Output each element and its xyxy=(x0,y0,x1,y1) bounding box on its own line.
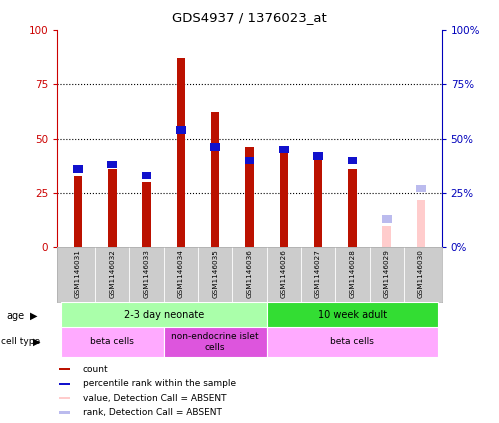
Bar xyxy=(177,58,185,247)
Bar xyxy=(142,182,151,247)
Bar xyxy=(313,152,323,160)
Text: rank, Detection Call = ABSENT: rank, Detection Call = ABSENT xyxy=(83,408,222,417)
Bar xyxy=(245,147,254,247)
Text: GDS4937 / 1376023_at: GDS4937 / 1376023_at xyxy=(172,11,327,24)
Bar xyxy=(107,161,117,168)
Text: GSM1146026: GSM1146026 xyxy=(281,249,287,298)
Bar xyxy=(73,165,83,173)
Bar xyxy=(74,176,82,247)
Bar xyxy=(382,226,391,247)
Text: cell type: cell type xyxy=(1,337,40,346)
Bar xyxy=(61,327,164,357)
Bar xyxy=(59,383,70,385)
Text: GSM1146030: GSM1146030 xyxy=(418,249,424,298)
Text: GSM1146033: GSM1146033 xyxy=(144,249,150,298)
Text: GSM1146031: GSM1146031 xyxy=(75,249,81,298)
Text: GSM1146027: GSM1146027 xyxy=(315,249,321,298)
Bar xyxy=(348,169,357,247)
Bar xyxy=(266,327,438,357)
Bar xyxy=(142,172,151,179)
Bar xyxy=(314,160,322,247)
Text: 2-3 day neonate: 2-3 day neonate xyxy=(124,310,204,319)
Text: non-endocrine islet
cells: non-endocrine islet cells xyxy=(171,332,259,352)
Text: beta cells: beta cells xyxy=(330,338,374,346)
Text: ▶: ▶ xyxy=(30,310,38,321)
Text: GSM1146034: GSM1146034 xyxy=(178,249,184,298)
Text: GSM1146032: GSM1146032 xyxy=(109,249,115,298)
Bar xyxy=(417,200,425,247)
Text: GSM1146036: GSM1146036 xyxy=(247,249,252,298)
Bar xyxy=(164,327,266,357)
Text: beta cells: beta cells xyxy=(90,338,134,346)
Text: value, Detection Call = ABSENT: value, Detection Call = ABSENT xyxy=(83,393,227,403)
Bar xyxy=(382,215,392,223)
Bar xyxy=(211,113,220,247)
Text: 10 week adult: 10 week adult xyxy=(318,310,387,319)
Bar xyxy=(108,169,117,247)
Bar xyxy=(59,368,70,370)
Bar xyxy=(245,157,254,164)
Bar xyxy=(61,302,266,327)
Bar xyxy=(279,146,288,153)
Text: age: age xyxy=(6,310,24,321)
Bar xyxy=(348,157,357,164)
Text: GSM1146029: GSM1146029 xyxy=(384,249,390,298)
Text: GSM1146028: GSM1146028 xyxy=(349,249,355,298)
Bar xyxy=(416,185,426,192)
Text: GSM1146035: GSM1146035 xyxy=(212,249,218,298)
Bar xyxy=(176,126,186,134)
Text: count: count xyxy=(83,365,108,374)
Text: percentile rank within the sample: percentile rank within the sample xyxy=(83,379,236,388)
Bar xyxy=(59,397,70,399)
Bar xyxy=(266,302,438,327)
Text: ▶: ▶ xyxy=(33,337,41,347)
Bar xyxy=(59,412,70,414)
Bar xyxy=(279,147,288,247)
Bar xyxy=(211,143,220,151)
